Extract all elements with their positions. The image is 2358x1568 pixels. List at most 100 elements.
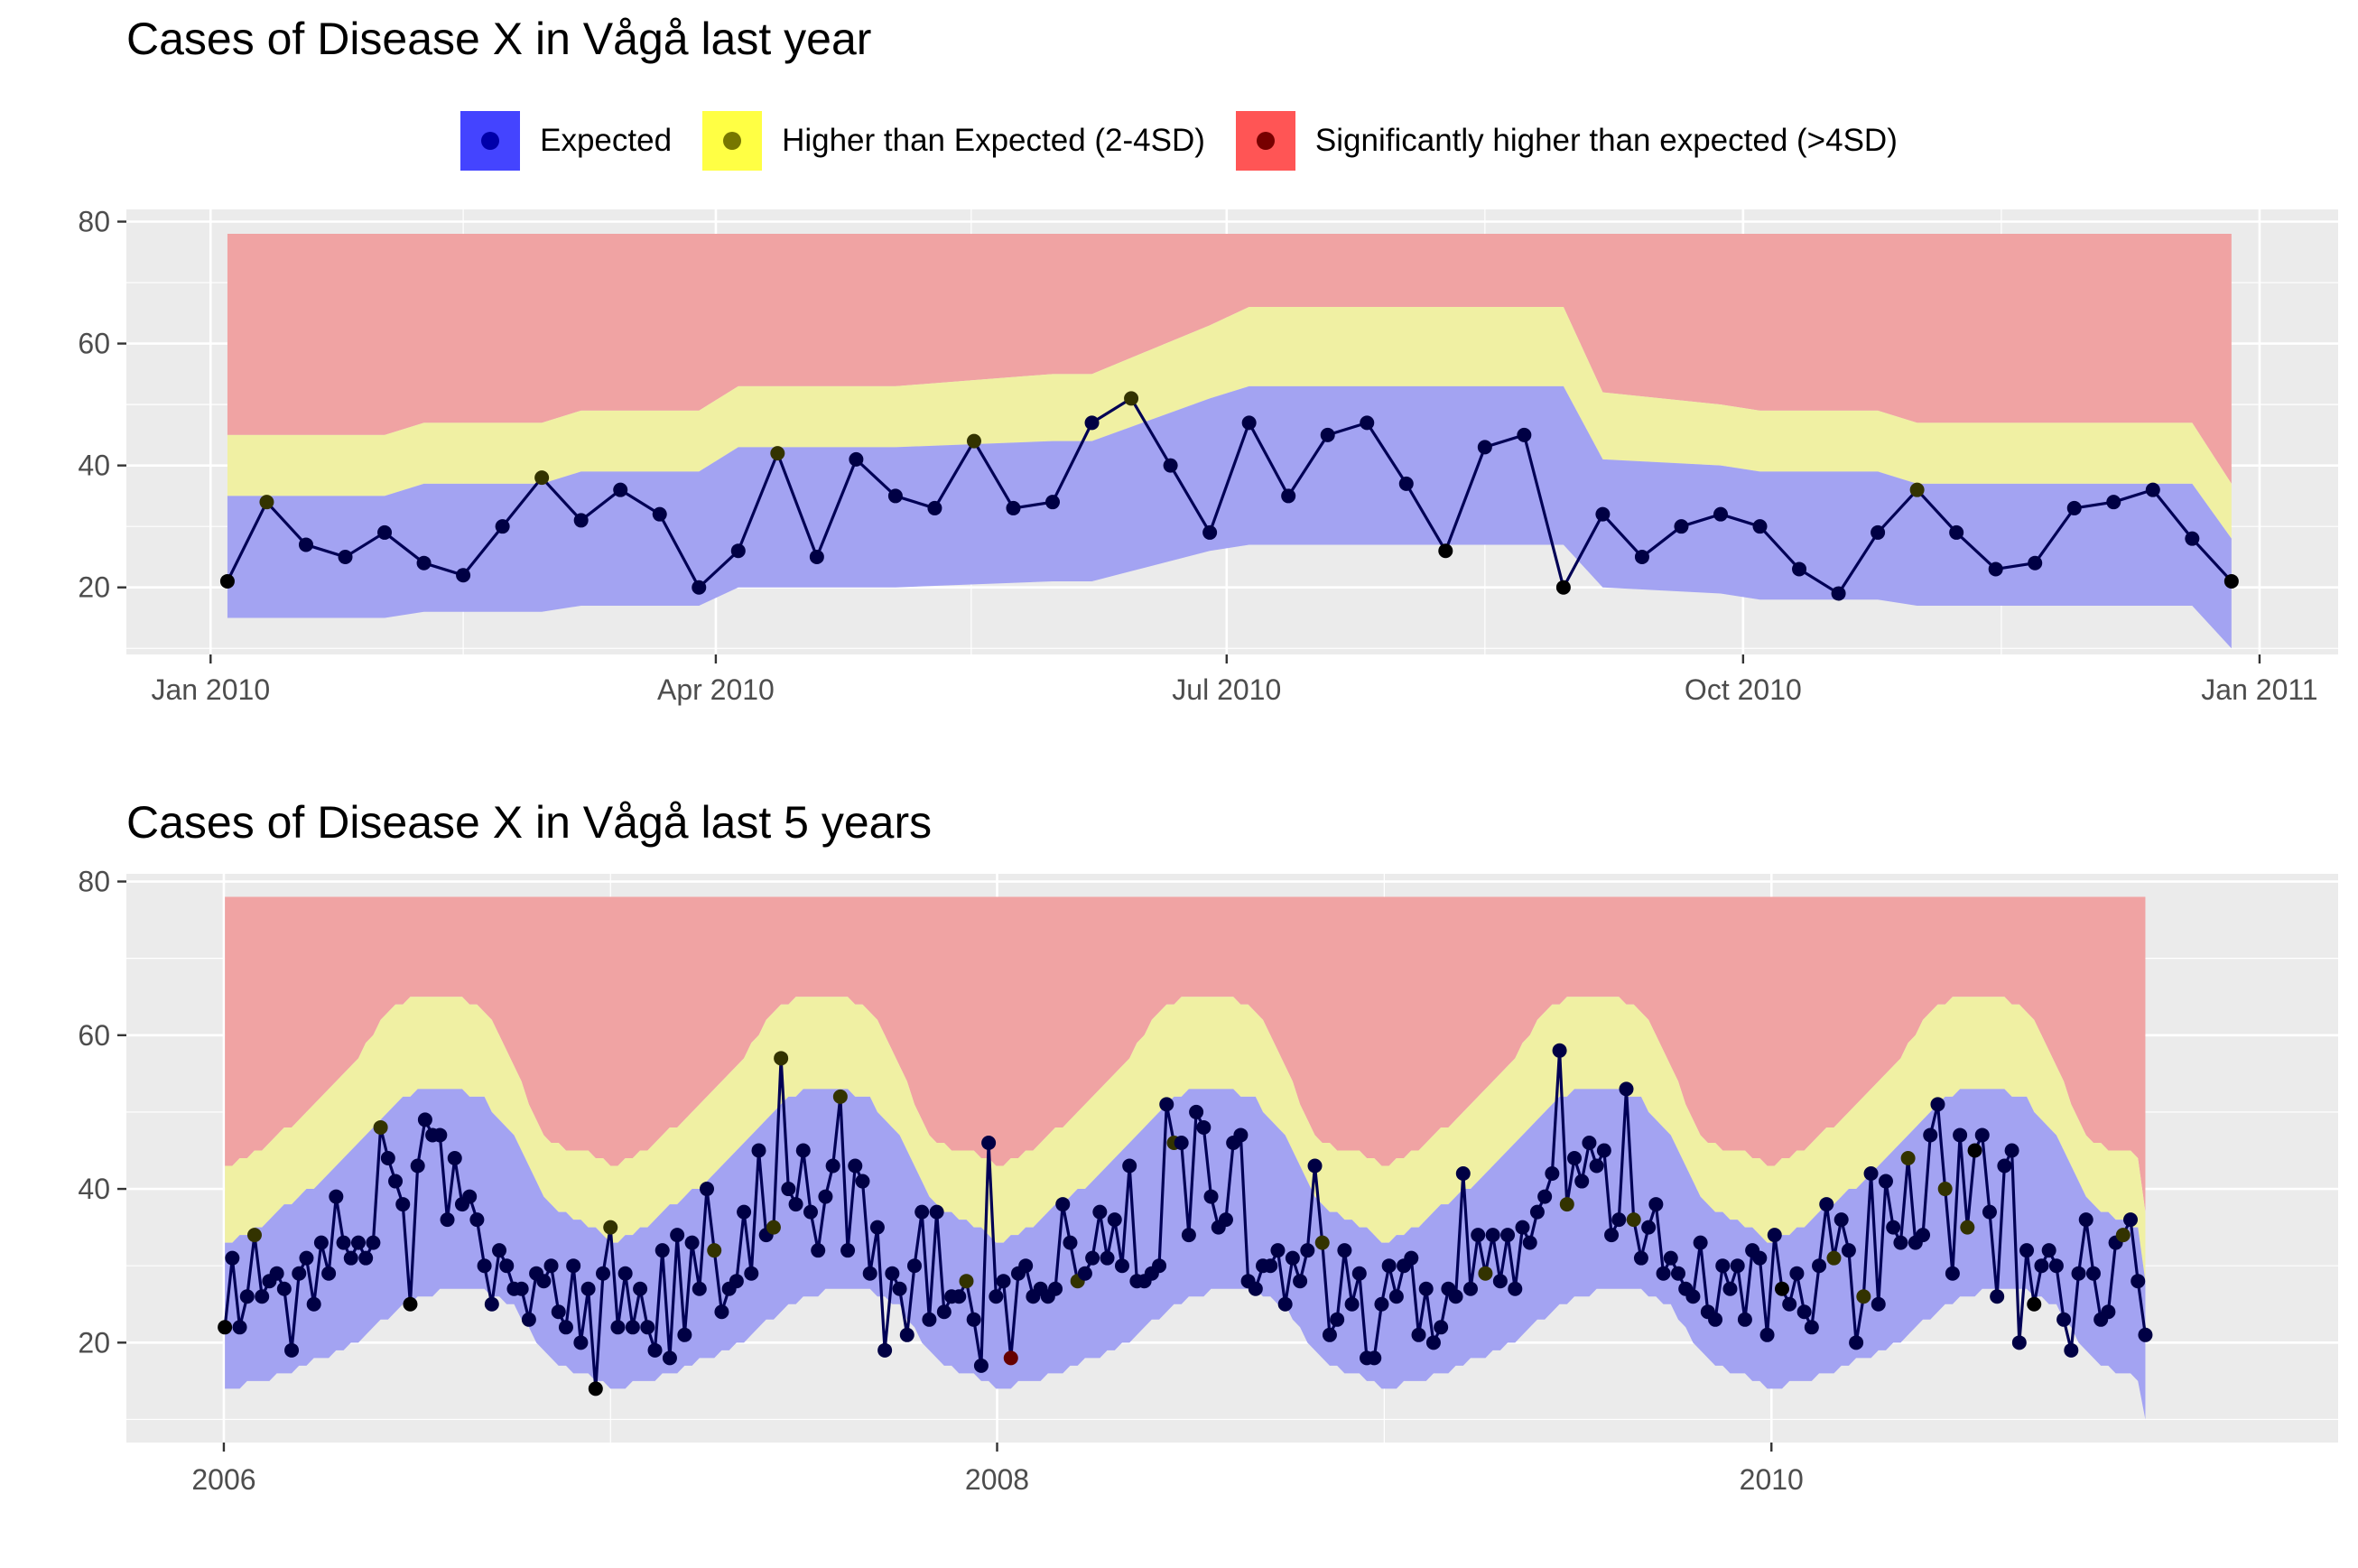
data-point-expected [1281, 488, 1296, 504]
data-point-expected [558, 1320, 573, 1335]
data-point-expected [1871, 1296, 1886, 1312]
data-point-expected [1351, 1266, 1367, 1281]
data-point-higher [832, 1089, 848, 1104]
data-point-expected [1307, 1158, 1323, 1174]
data-point-expected [1997, 1158, 2012, 1174]
data-point-low [1555, 580, 1571, 595]
data-point-expected [2085, 1266, 2101, 1281]
data-point-expected [1595, 506, 1611, 522]
data-point-expected [1055, 1197, 1071, 1212]
data-point-low [2223, 573, 2239, 589]
data-point-expected [1122, 1158, 1137, 1174]
data-point-expected [456, 568, 471, 583]
data-point-expected [1455, 1166, 1471, 1182]
legend-item-significant: Significantly higher than expected (>4SD… [1235, 111, 1898, 171]
data-point-expected [321, 1266, 337, 1281]
data-point-expected [1841, 1243, 1856, 1258]
data-point-expected [640, 1320, 655, 1335]
data-point-expected [1418, 1281, 1434, 1296]
data-point-expected [2106, 495, 2121, 510]
data-point-expected [840, 1243, 856, 1258]
data-point-higher [1900, 1151, 1916, 1165]
data-point-expected [566, 1258, 581, 1274]
data-point-expected [1670, 1266, 1685, 1281]
data-point-higher [959, 1274, 974, 1289]
data-point-expected [1202, 524, 1218, 540]
data-point-low [1774, 1281, 1789, 1296]
data-point-expected [1159, 1097, 1174, 1112]
data-point-expected [1752, 519, 1768, 534]
chart-title-last-year: Cases of Disease X in Vågå last year [126, 14, 872, 64]
data-point-expected [1477, 440, 1492, 455]
data-point-expected [298, 537, 313, 552]
data-point-expected [1715, 1258, 1731, 1274]
data-point-expected [899, 1327, 914, 1342]
data-point-expected [869, 1220, 885, 1235]
data-point-expected [1537, 1189, 1553, 1204]
data-point-expected [292, 1266, 307, 1281]
data-point-expected [1974, 1127, 1990, 1143]
data-point-expected [1492, 1274, 1508, 1289]
data-point-expected [2048, 1258, 2064, 1274]
band-expected [227, 385, 2232, 649]
data-point-expected [1270, 1243, 1286, 1258]
data-point-expected [1582, 1135, 1597, 1150]
data-point-expected [380, 1151, 395, 1165]
data-point-expected [936, 1304, 952, 1320]
data-point-expected [521, 1312, 536, 1327]
data-point-expected [855, 1174, 870, 1189]
data-point-expected [543, 1258, 559, 1274]
data-point-expected [1196, 1119, 1211, 1135]
data-point-expected [927, 500, 942, 515]
y-axis-tick-label: 20 [78, 571, 110, 604]
data-point-expected [477, 1258, 492, 1274]
data-point-expected [613, 482, 628, 497]
data-point-expected [306, 1296, 321, 1312]
data-point-expected [2041, 1243, 2056, 1258]
data-point-expected [1448, 1289, 1463, 1304]
data-point-low [1967, 1143, 1982, 1158]
data-point-expected [338, 549, 353, 564]
data-point-expected [692, 580, 707, 595]
x-axis-tick-label: Jan 2010 [151, 673, 270, 706]
data-point-expected [809, 549, 824, 564]
data-point-expected [358, 1250, 374, 1266]
data-point-expected [1337, 1243, 1352, 1258]
data-point-expected [1092, 1204, 1108, 1220]
data-point-expected [1656, 1266, 1671, 1281]
data-point-expected [1596, 1143, 1611, 1158]
data-point-expected [536, 1274, 552, 1289]
data-point-expected [1508, 1281, 1523, 1296]
data-point-expected [1953, 1127, 1968, 1143]
data-point-expected [1641, 1220, 1657, 1235]
data-point-expected [1152, 1258, 1167, 1274]
chart-title-last-5-years: Cases of Disease X in Vågå last 5 years [126, 797, 933, 848]
data-point-higher [246, 1228, 262, 1243]
data-point-expected [2131, 1274, 2146, 1289]
data-point-expected [652, 506, 667, 522]
legend-item-expected: Expected [460, 111, 672, 171]
data-point-expected [1693, 1235, 1708, 1250]
data-point-expected [1796, 1304, 1812, 1320]
data-point-expected [232, 1320, 247, 1335]
data-point-expected [410, 1158, 425, 1174]
legend-key-significant [1235, 111, 1295, 171]
data-point-expected [1767, 1228, 1782, 1243]
data-point-expected [849, 451, 864, 467]
data-point-higher [1909, 482, 1925, 497]
data-point-expected [1381, 1258, 1397, 1274]
data-point-low [588, 1381, 603, 1396]
data-point-expected [1181, 1228, 1196, 1243]
chart-last-5-years: 20 40 60 80 2006 2008 2010 [78, 866, 2338, 1496]
x-axis-tick-label: 2006 [191, 1463, 255, 1496]
data-point-low [219, 573, 235, 589]
data-point-expected [887, 488, 903, 504]
data-point-expected [1077, 1266, 1092, 1281]
data-point-expected [1517, 427, 1532, 442]
data-point-expected [1982, 1204, 1997, 1220]
data-point-expected [737, 1204, 752, 1220]
data-point-expected [825, 1158, 840, 1174]
data-point-expected [1500, 1228, 1516, 1243]
data-point-expected [862, 1266, 877, 1281]
data-point-expected [1374, 1296, 1389, 1312]
